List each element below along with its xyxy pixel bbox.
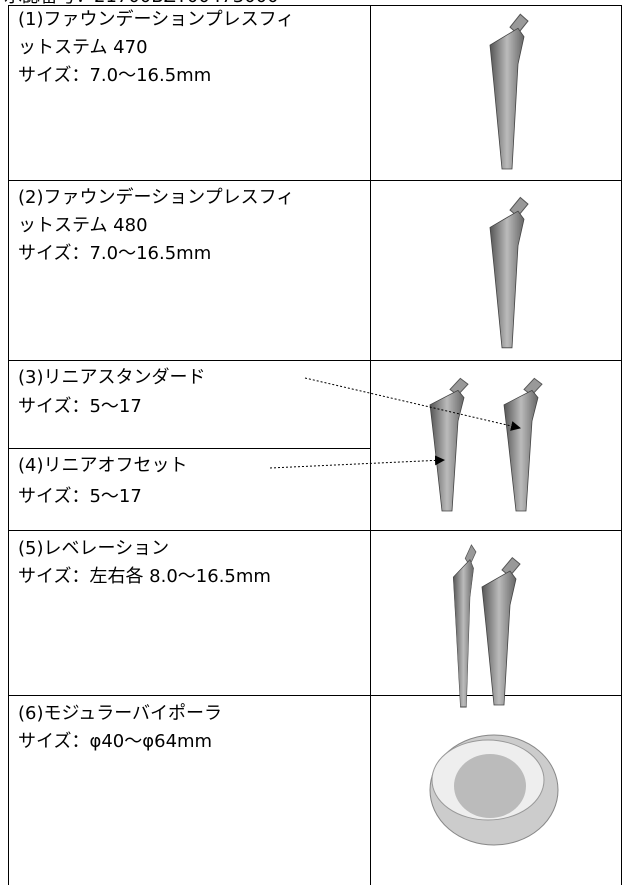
rule — [8, 360, 622, 361]
cell-text: ットステム 480 — [18, 215, 148, 236]
rule — [8, 180, 622, 181]
rule — [8, 695, 622, 696]
cell-text: サイズ：φ40〜φ64mm — [18, 731, 213, 752]
cell-text: (2)ファウンデーションプレスフィ — [18, 187, 295, 208]
approval-number: 承認番号：21700BZY00473000 — [4, 0, 279, 11]
cell-text: (4)リニアオフセット — [18, 455, 188, 476]
bipolar-cup-image — [429, 734, 559, 846]
rule — [8, 5, 622, 6]
implant-image — [503, 377, 543, 512]
rule — [8, 448, 370, 449]
implant-image — [489, 197, 529, 349]
rule — [8, 530, 622, 531]
cell-text: サイズ：7.0〜16.5mm — [18, 65, 212, 86]
implant-image — [481, 557, 521, 706]
rule — [8, 5, 9, 885]
implant-image — [429, 377, 469, 512]
arrow — [304, 377, 521, 431]
cell-text: サイズ：7.0〜16.5mm — [18, 243, 212, 264]
cell-text: サイズ：5〜17 — [18, 396, 142, 417]
cell-text: サイズ：左右各 8.0〜16.5mm — [18, 566, 271, 587]
implant-image — [452, 544, 477, 708]
cell-text: サイズ：5〜17 — [18, 486, 142, 507]
cell-text: (5)レベレーション — [18, 538, 170, 559]
rule — [370, 5, 371, 885]
cell-text: ットステム 470 — [18, 37, 148, 58]
arrow — [269, 455, 445, 469]
cell-text: (3)リニアスタンダード — [18, 367, 206, 388]
implant-image — [489, 13, 529, 170]
cell-text: (1)ファウンデーションプレスフィ — [18, 9, 295, 30]
cell-text: (6)モジュラーバイポーラ — [18, 703, 223, 724]
